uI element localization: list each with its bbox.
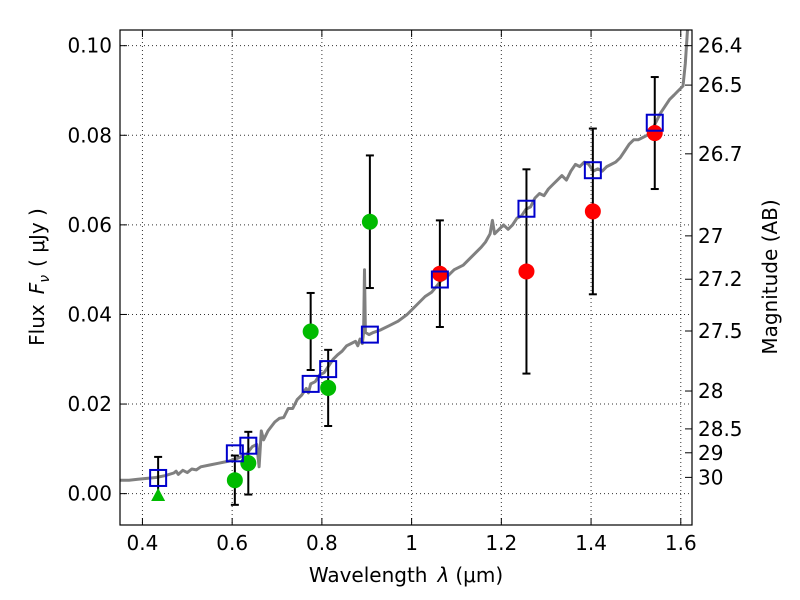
x-tick-label: 1.6 xyxy=(665,531,697,555)
model-photometry-square xyxy=(239,436,258,455)
model-photometry-square xyxy=(301,374,320,393)
y-tick-label: 0.04 xyxy=(67,302,112,326)
model-photometry-square xyxy=(319,360,338,379)
green-photometry-point xyxy=(226,472,243,489)
mag-tick-label: 27.2 xyxy=(698,267,743,291)
y-tick-label: 0.00 xyxy=(67,482,112,506)
red-photometry-point xyxy=(584,203,601,220)
red-photometry-point xyxy=(646,125,663,142)
y-axis-label-subscript: ν xyxy=(37,275,53,283)
plot-background xyxy=(120,30,692,525)
model-photometry-square xyxy=(149,468,168,487)
mag-tick-label: 27 xyxy=(698,224,723,248)
x-tick-label: 0.8 xyxy=(306,531,338,555)
mag-tick-label: 28 xyxy=(698,379,723,403)
x-tick-label: 1.4 xyxy=(575,531,607,555)
mag-tick-label: 27.5 xyxy=(698,319,743,343)
model-photometry-square xyxy=(430,270,449,289)
model-photometry-square xyxy=(583,161,602,180)
x-tick-label: 0.6 xyxy=(216,531,248,555)
red-photometry-point xyxy=(518,263,535,280)
mag-tick-label: 26.5 xyxy=(698,73,743,97)
red-photometry-point xyxy=(431,265,448,282)
upper-limit-triangle xyxy=(151,487,166,501)
x-axis-label: Wavelength λ (μm) xyxy=(309,563,503,587)
x-axis-label-unit: (μm) xyxy=(455,563,503,587)
data-points xyxy=(149,113,664,501)
y-axis-label: Flux Fν ( μJy ) xyxy=(25,208,53,346)
ticks: 0.4 0.6 0.8 1 1.2 1.4 1.6 0.00 0.02 0.04 0.06 0.08 0… xyxy=(67,30,743,555)
y2-axis-label: Magnitude (AB) xyxy=(758,199,782,354)
mag-tick-label: 28.5 xyxy=(698,417,743,441)
y-tick-label: 0.08 xyxy=(67,123,112,147)
plot-frame xyxy=(119,29,693,526)
y-tick-label: 0.02 xyxy=(67,392,112,416)
x-tick-label: 0.4 xyxy=(127,531,159,555)
mag-tick-label: 26.4 xyxy=(698,34,743,58)
model-photometry-square xyxy=(360,325,379,344)
model-photometry-square xyxy=(645,113,664,132)
mag-tick-label: 26.7 xyxy=(698,142,743,166)
x-axis-label-text: Wavelength xyxy=(309,563,428,587)
y-axis-label-symbol: F xyxy=(25,282,49,294)
y-axis-label-text: Flux xyxy=(25,304,49,346)
green-photometry-point xyxy=(302,323,319,340)
grid xyxy=(120,30,692,525)
y-tick-label: 0.10 xyxy=(67,34,112,58)
mag-tick-label: 30 xyxy=(698,465,723,489)
x-axis-label-symbol: λ xyxy=(437,563,450,587)
green-photometry-point xyxy=(320,379,337,396)
model-photometry-square xyxy=(517,199,536,218)
mag-tick-label: 29 xyxy=(698,441,723,465)
y-tick-label: 0.06 xyxy=(67,213,112,237)
x-tick-label: 1.2 xyxy=(485,531,517,555)
error-bars xyxy=(154,76,659,506)
green-photometry-point xyxy=(240,455,257,472)
y-axis-label-unit: ( μJy ) xyxy=(25,208,49,267)
green-photometry-point xyxy=(361,213,378,230)
x-tick-label: 1 xyxy=(405,531,418,555)
